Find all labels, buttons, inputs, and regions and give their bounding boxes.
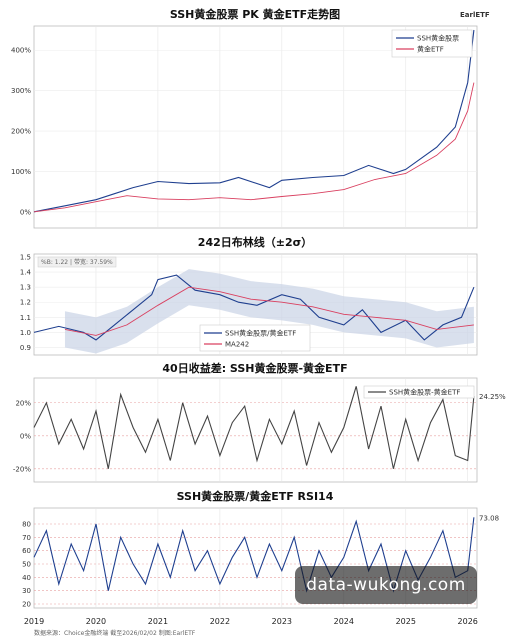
info-box-text: %B: 1.22 | 带宽: 37.59% xyxy=(41,258,113,266)
y-tick-label: 60 xyxy=(22,547,31,555)
y-tick-label: 1.5 xyxy=(20,254,31,262)
series-line-0-1 xyxy=(33,82,475,213)
legend-label: MA242 xyxy=(225,341,249,349)
y-tick-label: -20% xyxy=(13,465,31,473)
x-tick-label: 2022 xyxy=(210,617,230,626)
legend-box xyxy=(391,29,473,58)
legend-label: SSH黄金股票-黄金ETF xyxy=(389,388,460,397)
plot-frame-0 xyxy=(33,25,478,229)
series-line-3-0 xyxy=(33,517,475,593)
y-tick-label: 30 xyxy=(22,587,31,595)
y-tick-label: 0.9 xyxy=(20,344,31,352)
x-tick-label: 2021 xyxy=(148,617,168,626)
chart-title-3: SSH黄金股票/黄金ETF RSI14 xyxy=(177,489,334,503)
legend-box xyxy=(199,324,311,352)
y-tick-label: 200% xyxy=(11,128,31,136)
y-tick-label: 0% xyxy=(20,208,31,216)
legend-label: SSH黄金股票/黄金ETF xyxy=(225,329,296,338)
x-tick-label: 2025 xyxy=(396,617,416,626)
series-line-1-0 xyxy=(33,274,475,341)
series-line-1-1 xyxy=(64,286,474,336)
y-tick-label: 100% xyxy=(11,168,31,176)
legend-label: 黄金ETF xyxy=(417,45,444,54)
y-tick-label: 50 xyxy=(22,561,31,569)
series-line-2-0 xyxy=(33,386,475,469)
series-line-0-0 xyxy=(33,29,475,213)
y-tick-label: 1.2 xyxy=(20,299,31,307)
source-note: 数据来源：Choice金融终端 截至2026/02/02 制图:EarlETF xyxy=(34,629,196,637)
chart-title-0: SSH黄金股票 PK 黄金ETF走势图 xyxy=(170,7,340,21)
x-tick-label: 2020 xyxy=(86,617,106,626)
y-tick-label: 20% xyxy=(15,399,31,407)
watermark: data-wukong.com xyxy=(295,566,477,604)
bollinger-band xyxy=(64,269,474,354)
y-tick-label: 1.1 xyxy=(20,314,31,322)
end-value-label: 24.25% xyxy=(479,393,506,401)
legend-box xyxy=(363,385,475,399)
end-value-label: 73.08 xyxy=(479,514,499,522)
legend-label: SSH黄金股票 xyxy=(417,34,459,43)
y-tick-label: 400% xyxy=(11,47,31,55)
y-tick-label: 300% xyxy=(11,87,31,95)
y-tick-label: 40 xyxy=(22,574,31,582)
brand-logo: EarlETF xyxy=(460,11,490,19)
y-tick-label: 0% xyxy=(20,432,31,440)
y-tick-label: 20 xyxy=(22,601,31,609)
y-tick-label: 70 xyxy=(22,534,31,542)
x-tick-label: 2023 xyxy=(272,617,292,626)
info-box xyxy=(37,256,117,268)
y-tick-label: 1.4 xyxy=(20,269,32,277)
chart-title-1: 242日布林线（±2σ） xyxy=(198,235,312,249)
x-tick-label: 2019 xyxy=(24,617,44,626)
x-tick-label: 2026 xyxy=(458,617,478,626)
chart-title-2: 40日收益差: SSH黄金股票-黄金ETF xyxy=(162,361,347,375)
y-tick-label: 1.0 xyxy=(20,329,31,337)
y-tick-label: 80 xyxy=(22,521,31,529)
x-tick-label: 2024 xyxy=(334,617,354,626)
y-tick-label: 1.3 xyxy=(20,284,31,292)
